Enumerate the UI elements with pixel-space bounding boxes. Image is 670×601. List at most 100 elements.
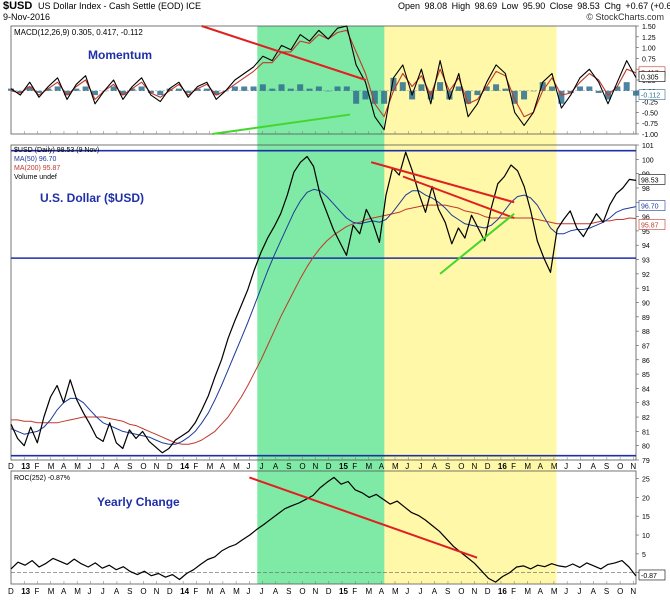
y-tick-label: 80: [642, 444, 650, 451]
low-value: 95.90: [522, 1, 546, 11]
y-tick-label: 92: [642, 272, 650, 279]
close-value: 98.53: [577, 1, 600, 11]
x-tick-label-bottom: M: [74, 587, 81, 596]
y-tick-label: 90: [642, 301, 650, 308]
x-tick-label-bottom: O: [617, 587, 623, 596]
chg-label: Chg: [604, 1, 621, 11]
macd-histogram-bar: [278, 84, 285, 91]
close-label: Close: [549, 1, 573, 11]
x-tick-label-mid: J: [260, 462, 264, 471]
macd-histogram-bar: [73, 88, 80, 91]
macd-histogram-bar: [483, 86, 490, 91]
y-tick-label: -0.50: [642, 110, 658, 117]
roc-line: [10, 476, 637, 583]
y-tick-label: 83: [642, 401, 650, 408]
price-trendline: [370, 161, 515, 204]
x-tick-label-mid: D: [167, 462, 173, 471]
macd-trendline: [201, 25, 367, 81]
x-tick-label-mid: M: [366, 462, 373, 471]
macd-histogram-bar: [129, 88, 136, 91]
x-tick-label-bottom: M: [48, 587, 55, 596]
x-tick-label-mid: A: [220, 462, 226, 471]
macd-histogram-bar: [315, 86, 322, 91]
x-tick-label-mid: O: [299, 462, 305, 471]
macd-histogram-bar: [362, 90, 369, 100]
x-tick-label-bottom: O: [140, 587, 146, 596]
x-tick-label-bottom: 14: [180, 587, 189, 596]
macd-line: [10, 25, 637, 131]
macd-histogram-bar: [353, 90, 360, 104]
x-tick-label-mid: 14: [180, 462, 189, 471]
macd-histogram-bar: [306, 88, 313, 91]
macd-histogram-bar: [511, 90, 518, 104]
x-tick-label-mid: J: [564, 462, 568, 471]
x-tick-label-mid: F: [511, 462, 516, 471]
macd-histogram-bar: [539, 82, 546, 91]
x-tick-label-bottom: S: [445, 587, 450, 596]
macd-histogram-bar: [521, 90, 528, 100]
roc-trendline: [249, 476, 478, 559]
macd-histogram-bar: [203, 88, 210, 91]
x-tick-label-mid: F: [352, 462, 357, 471]
x-tick-label-bottom: M: [524, 587, 531, 596]
y-tick-label: 101: [642, 143, 654, 150]
macd-trendline: [212, 113, 351, 135]
x-tick-label-mid: S: [445, 462, 450, 471]
roc-legend: ROC(252) -0.87%: [14, 475, 70, 482]
macd-histogram-bar: [119, 90, 126, 96]
x-tick-label-mid: D: [485, 462, 491, 471]
x-tick-label-mid: M: [207, 462, 214, 471]
x-tick-label-mid: J: [246, 462, 250, 471]
macd-histogram-bar: [633, 90, 639, 96]
macd-histogram-bar: [91, 90, 98, 96]
y-tick-label: 87: [642, 343, 650, 350]
x-tick-label-bottom: M: [233, 587, 240, 596]
y-tick-label: 10: [642, 533, 650, 540]
x-tick-label-bottom: J: [246, 587, 250, 596]
x-tick-label-bottom: 16: [498, 587, 507, 596]
macd-histogram-bar: [623, 82, 630, 91]
x-tick-label-mid: A: [61, 462, 67, 471]
x-tick-label-bottom: D: [485, 587, 491, 596]
x-tick-label-bottom: N: [471, 587, 477, 596]
x-tick-label-bottom: D: [326, 587, 332, 596]
macd-histogram-bar: [63, 90, 70, 96]
x-tick-label-bottom: A: [538, 587, 544, 596]
macd-histogram-bar: [567, 90, 574, 93]
price-line: [10, 151, 637, 454]
yearly-change-annotation: Yearly Change: [97, 495, 180, 509]
open-value: 98.08: [424, 1, 448, 11]
macd-histogram-bar: [269, 88, 276, 91]
macd-histogram-bar: [45, 88, 52, 91]
macd-histogram-bar: [474, 90, 481, 96]
x-tick-label-mid: A: [538, 462, 544, 471]
chart-date: 9-Nov-2016: [3, 12, 51, 22]
x-tick-label-bottom: A: [432, 587, 438, 596]
y-tick-label: 0.75: [642, 56, 656, 63]
macd-signal-line: [10, 29, 637, 118]
x-tick-label-mid: S: [604, 462, 609, 471]
ma50-line: [10, 188, 637, 445]
macd-histogram-bar: [437, 82, 444, 91]
price-close-badge-box: [638, 174, 666, 185]
macd-value-badge: 0.305: [641, 75, 659, 82]
macd-histogram-bar: [577, 86, 584, 91]
symbol-description: US Dollar Index - Cash Settle (EOD) ICE: [38, 1, 202, 11]
x-tick-label-mid: S: [127, 462, 132, 471]
price-legend-ma200: MA(200) 95.87: [14, 165, 60, 172]
price-panel: [10, 144, 639, 461]
macd-histogram-bar: [82, 86, 89, 91]
macd-histogram-bar: [343, 86, 350, 91]
y-tick-label: 81: [642, 429, 650, 436]
x-tick-label-bottom: O: [299, 587, 305, 596]
macd-histogram-bar: [549, 86, 556, 91]
macd-histogram-bar: [35, 90, 42, 93]
x-tick-label-mid: A: [114, 462, 120, 471]
x-tick-label-bottom: 13: [21, 587, 30, 596]
x-tick-label-mid: F: [34, 462, 39, 471]
x-tick-label-bottom: A: [61, 587, 67, 596]
price-legend-ma50: MA(50) 96.70: [14, 156, 57, 163]
macd-histogram-bar: [250, 86, 257, 91]
macd-histogram-bar: [558, 90, 565, 104]
